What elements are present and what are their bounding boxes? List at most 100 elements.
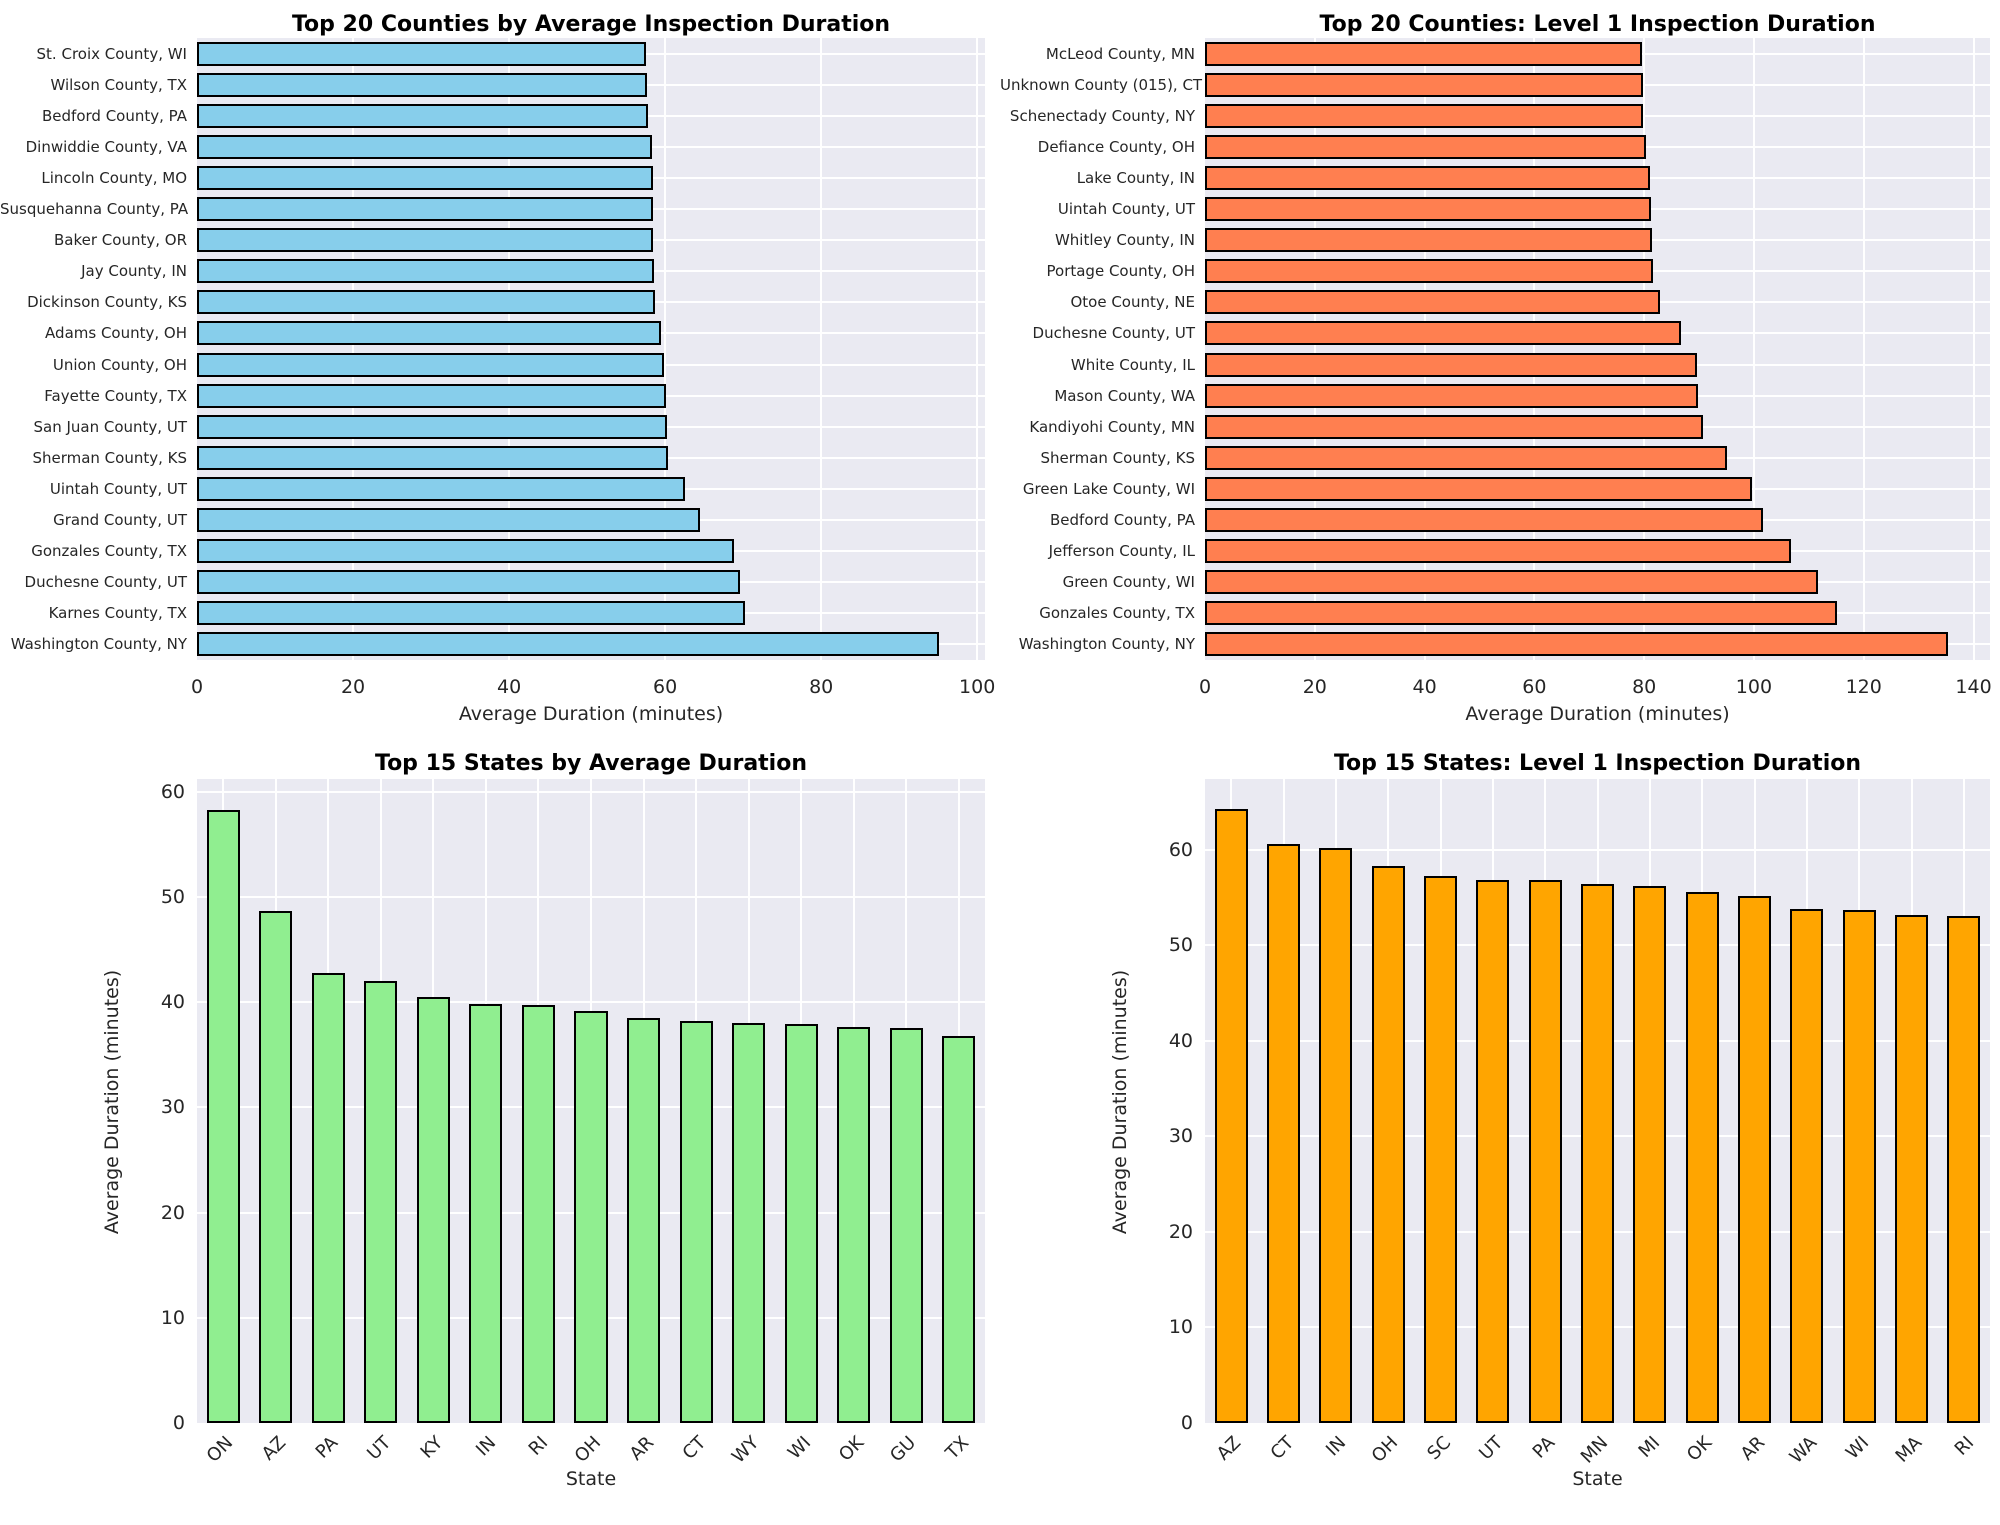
bar bbox=[1319, 847, 1353, 1423]
bar bbox=[889, 1028, 923, 1423]
y-tick-label: 30 bbox=[1168, 1125, 1193, 1148]
category-label: Jefferson County, IL bbox=[1048, 542, 1195, 561]
bar bbox=[1205, 228, 1653, 253]
gridline-x bbox=[1423, 38, 1426, 660]
bar bbox=[1476, 880, 1510, 1423]
category-label: St. Croix County, WI bbox=[36, 44, 187, 63]
bar bbox=[1790, 908, 1824, 1423]
category-label: Fayette County, TX bbox=[44, 386, 187, 405]
bar bbox=[1205, 414, 1704, 439]
bar bbox=[197, 570, 741, 595]
bar bbox=[1947, 915, 1981, 1423]
bar bbox=[197, 539, 734, 564]
bar bbox=[1205, 539, 1792, 564]
bar bbox=[469, 1004, 503, 1423]
category-label: Green County, WI bbox=[1062, 573, 1195, 592]
y-tick-label: 10 bbox=[1168, 1316, 1193, 1339]
bar bbox=[197, 134, 652, 159]
bar bbox=[197, 228, 654, 253]
bar bbox=[311, 972, 345, 1423]
bar bbox=[197, 601, 746, 626]
bar bbox=[1842, 909, 1876, 1423]
bar bbox=[364, 981, 398, 1423]
bar bbox=[197, 103, 648, 128]
category-label: Bedford County, PA bbox=[42, 106, 187, 125]
chart-title: Top 20 Counties by Average Inspection Du… bbox=[291, 12, 891, 37]
x-tick-label: 80 bbox=[1632, 676, 1657, 698]
chart-title: Top 20 Counties: Level 1 Inspection Dura… bbox=[1319, 12, 1876, 37]
chart-states-average: ON AZ PA UT KY IN RI OH AR CT WY WI OK GU TX 0 10 20 30 40 5… bbox=[0, 745, 1000, 1497]
bar bbox=[626, 1017, 661, 1423]
panel-states-level1: Top 15 States: Level 1 Inspection Durati… bbox=[1000, 745, 2000, 1497]
category-label: Wilson County, TX bbox=[50, 75, 187, 94]
gridline-x bbox=[508, 38, 511, 660]
bar bbox=[197, 321, 662, 346]
category-label: Bedford County, PA bbox=[1050, 511, 1195, 530]
bar bbox=[1205, 570, 1818, 595]
category-label: Dickinson County, KS bbox=[27, 293, 187, 312]
plot-area bbox=[197, 38, 985, 660]
bar bbox=[1205, 197, 1652, 222]
bar bbox=[1205, 103, 1644, 128]
bar bbox=[1738, 895, 1771, 1423]
x-axis-label: Average Duration (minutes) bbox=[458, 703, 724, 725]
x-axis-label: State bbox=[565, 1468, 617, 1490]
y-axis-label: Average Duration (minutes) bbox=[101, 969, 123, 1235]
gridline-x bbox=[1643, 38, 1646, 660]
x-tick-label: 20 bbox=[1302, 676, 1327, 698]
x-tick-label: 140 bbox=[1955, 676, 1992, 698]
bar bbox=[197, 632, 939, 657]
y-tick-label: 60 bbox=[160, 780, 185, 803]
bar bbox=[1685, 891, 1719, 1423]
category-label: Washington County, NY bbox=[1018, 635, 1195, 654]
y-tick-label: 50 bbox=[160, 885, 185, 908]
bar bbox=[1528, 880, 1562, 1423]
y-tick-label: 30 bbox=[160, 1096, 185, 1119]
category-label: Whitley County, IN bbox=[1054, 231, 1195, 250]
category-label: Portage County, OH bbox=[1046, 262, 1196, 281]
gridline-x bbox=[1313, 38, 1316, 660]
category-label: Gonzales County, TX bbox=[31, 542, 187, 561]
bar bbox=[1205, 259, 1653, 284]
category-label: Karnes County, TX bbox=[48, 604, 187, 623]
category-label: Gonzales County, TX bbox=[1039, 604, 1195, 623]
gridline-x bbox=[352, 38, 355, 660]
category-label: Unknown County (015), CT bbox=[1000, 75, 1203, 94]
bar bbox=[1205, 383, 1698, 408]
category-label: Green Lake County, WI bbox=[1022, 479, 1195, 498]
x-tick-label: 60 bbox=[1522, 676, 1547, 698]
plot-area bbox=[1205, 38, 1990, 660]
category-label: Susquehanna County, PA bbox=[0, 200, 189, 219]
bar bbox=[197, 259, 655, 284]
x-tick-label: 40 bbox=[496, 676, 522, 698]
panel-states-average: Top 15 States by Average Duration ON AZ PA… bbox=[0, 745, 1000, 1497]
bar bbox=[1205, 601, 1838, 626]
x-tick-label: 120 bbox=[1845, 676, 1882, 698]
category-label: Jay County, IN bbox=[81, 262, 187, 281]
y-tick-label: 60 bbox=[1168, 838, 1193, 861]
category-label: Adams County, OH bbox=[45, 324, 187, 343]
bar bbox=[197, 508, 701, 533]
category-label: Baker County, OR bbox=[54, 231, 187, 250]
x-tick-label: 0 bbox=[1198, 676, 1212, 698]
bar bbox=[416, 996, 450, 1423]
gridline-x bbox=[820, 38, 823, 660]
bar bbox=[197, 290, 655, 315]
bar bbox=[732, 1023, 766, 1423]
chart-title: Top 15 States by Average Duration bbox=[374, 751, 807, 776]
y-tick-label: 0 bbox=[1180, 1412, 1193, 1434]
bar bbox=[197, 383, 666, 408]
bar bbox=[1205, 134, 1647, 159]
bar bbox=[1205, 72, 1643, 97]
category-label: Sherman County, KS bbox=[32, 448, 187, 467]
bar bbox=[1581, 884, 1614, 1423]
chart-counties-average: St. Croix County, WI Wilson County, TX Bed… bbox=[0, 0, 1000, 745]
gridline-x bbox=[1533, 38, 1536, 660]
chart-title: Top 15 States: Level 1 Inspection Durati… bbox=[1333, 751, 1862, 776]
bar bbox=[1267, 843, 1300, 1423]
panel-counties-average: Top 20 Counties by Average Inspection Du… bbox=[0, 0, 1000, 745]
category-label: Lake County, IN bbox=[1076, 168, 1195, 187]
gridline-x bbox=[976, 38, 979, 660]
bar bbox=[197, 41, 647, 66]
category-label: Sherman County, KS bbox=[1040, 448, 1195, 467]
